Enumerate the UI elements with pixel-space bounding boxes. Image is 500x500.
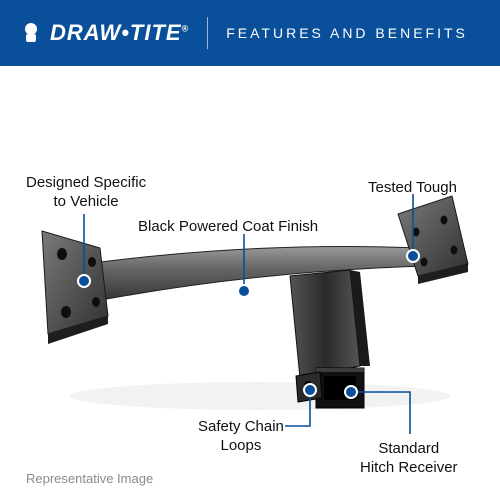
logo-text: DRAW•TITE® — [50, 20, 189, 46]
callout-loops: Safety Chain Loops — [198, 418, 284, 456]
callout-finish: Black Powered Coat Finish — [138, 218, 318, 237]
header: DRAW•TITE® FEATURES AND BENEFITS — [0, 0, 500, 66]
footer-note: Representative Image — [26, 471, 153, 486]
callout-tested: Tested Tough — [368, 179, 457, 198]
header-divider — [207, 17, 208, 49]
callout-designed: Designed Specific to Vehicle — [26, 174, 146, 212]
hitch-ball-icon — [18, 20, 44, 46]
diagram-canvas: Designed Specific to Vehicle Black Powere… — [0, 66, 500, 500]
callout-receiver: Standard Hitch Receiver — [360, 440, 458, 478]
header-subtitle: FEATURES AND BENEFITS — [226, 25, 468, 41]
logo: DRAW•TITE® — [0, 0, 189, 66]
